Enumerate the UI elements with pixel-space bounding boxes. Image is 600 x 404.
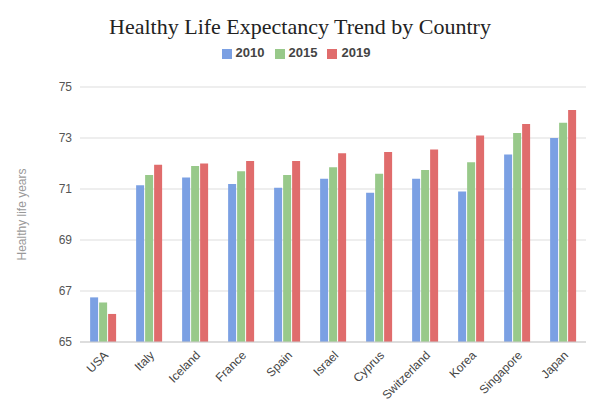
html-text:2010: 2010 [235,45,265,60]
svg-text:75: 75 [59,80,73,94]
html-text:Healthy Life Expectancy Trend: Healthy Life Expectancy Trend by Country [109,14,491,39]
svg-text:73: 73 [59,131,73,145]
svg-text:69: 69 [59,233,73,247]
svg-text:France: France [213,348,250,385]
html-text:2019: 2019 [341,45,371,60]
svg-text:67: 67 [59,284,73,298]
svg-text:Israel: Israel [310,348,341,379]
svg-text:Italy: Italy [132,348,157,373]
svg-text:Healthy life years: Healthy life years [15,168,29,260]
svg-text:65: 65 [59,335,73,349]
svg-text:USA: USA [84,348,111,375]
svg-text:Cyprus: Cyprus [350,348,387,385]
svg-text:Singapore: Singapore [477,348,526,397]
html-text:2015: 2015 [288,45,318,60]
svg-text:Korea: Korea [447,348,480,381]
svg-text:Japan: Japan [538,348,571,381]
svg-text:Spain: Spain [264,348,296,380]
svg-text:71: 71 [59,182,73,196]
svg-text:Switzerland: Switzerland [379,348,433,402]
svg-text:Iceland: Iceland [166,348,203,385]
